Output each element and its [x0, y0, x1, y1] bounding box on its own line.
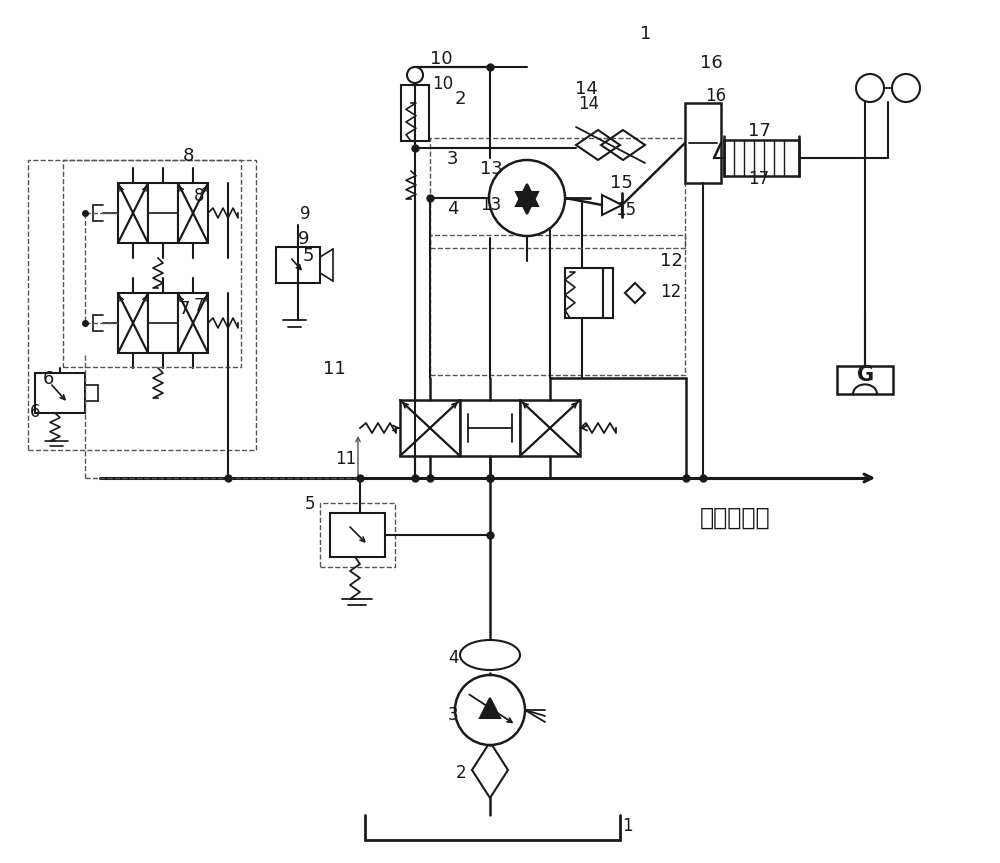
Text: 12: 12 [660, 283, 681, 301]
Bar [685, 103, 721, 183]
Circle shape [455, 675, 525, 745]
Polygon shape [480, 698, 500, 718]
Circle shape [407, 67, 423, 83]
Text: 6: 6 [43, 370, 54, 388]
Bar [520, 400, 580, 456]
Text: 10: 10 [432, 75, 453, 93]
Circle shape [856, 74, 884, 102]
Bar [276, 247, 320, 283]
Text: 9: 9 [300, 205, 310, 223]
Bar [148, 183, 178, 243]
Text: 1: 1 [622, 817, 633, 835]
Text: 8: 8 [183, 147, 194, 165]
Bar [35, 373, 85, 413]
Text: 11: 11 [323, 360, 346, 378]
Bar [178, 183, 208, 243]
Bar [178, 293, 208, 353]
Text: 14: 14 [575, 80, 598, 98]
Text: 1: 1 [640, 25, 651, 43]
Bar [400, 400, 460, 456]
Text: 5: 5 [305, 495, 316, 513]
Text: 8: 8 [194, 187, 205, 205]
Text: G: G [857, 365, 874, 385]
Polygon shape [516, 184, 538, 206]
Text: 17: 17 [748, 122, 771, 140]
Ellipse shape [460, 640, 520, 670]
Text: 3: 3 [447, 150, 458, 168]
Text: 14: 14 [578, 95, 599, 113]
Text: 16: 16 [700, 54, 723, 72]
Text: 5: 5 [303, 247, 314, 265]
Text: 10: 10 [430, 50, 453, 68]
Text: 13: 13 [480, 160, 503, 178]
Circle shape [489, 160, 565, 236]
Text: 2: 2 [456, 764, 467, 782]
Text: 2: 2 [455, 90, 466, 108]
Bar [63, 160, 241, 367]
Bar [401, 85, 429, 141]
Text: 17: 17 [748, 170, 769, 188]
Bar [430, 138, 685, 248]
Bar [118, 293, 148, 353]
Text: 7: 7 [194, 297, 205, 315]
Bar [837, 366, 893, 394]
Text: 7: 7 [178, 300, 190, 318]
Text: 4: 4 [447, 200, 458, 218]
Text: 4: 4 [448, 649, 458, 667]
Bar [118, 183, 148, 243]
Circle shape [892, 74, 920, 102]
Text: 12: 12 [660, 252, 683, 270]
Bar [330, 513, 385, 557]
Bar [430, 235, 685, 375]
Polygon shape [516, 192, 538, 214]
Bar [565, 268, 603, 318]
Text: 11: 11 [335, 450, 356, 468]
Text: 3: 3 [448, 706, 459, 724]
Text: 13: 13 [480, 196, 501, 214]
Bar [28, 160, 256, 450]
Text: 15: 15 [615, 201, 636, 219]
Bar [724, 140, 799, 176]
Text: 15: 15 [610, 174, 633, 192]
Text: 去其他回路: 去其他回路 [700, 506, 771, 530]
Text: 16: 16 [705, 87, 726, 105]
Text: 6: 6 [30, 403, 40, 421]
Text: 9: 9 [298, 230, 310, 248]
Bar [603, 268, 613, 318]
Bar [148, 293, 178, 353]
Bar [320, 503, 395, 567]
Bar [460, 400, 520, 456]
